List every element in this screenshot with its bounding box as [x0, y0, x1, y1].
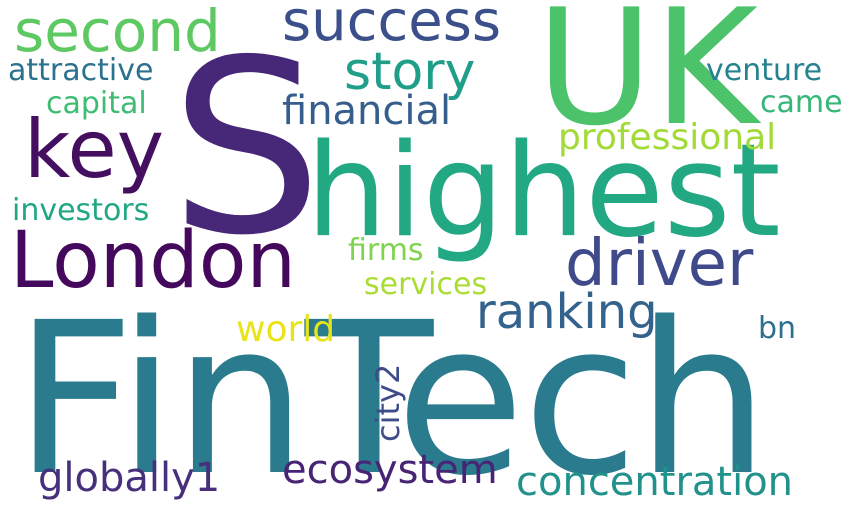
- word-investors: investors: [12, 193, 150, 228]
- word-highest: highest: [306, 117, 781, 266]
- word-capital: capital: [46, 86, 147, 121]
- word-story: story: [344, 42, 476, 102]
- word-concentration: concentration: [516, 459, 794, 505]
- word-london: London: [10, 216, 296, 306]
- word-firms: firms: [348, 233, 424, 268]
- word-key: key: [24, 103, 165, 196]
- word-uk: UK: [536, 0, 759, 161]
- word-fintech: FinTech: [14, 277, 769, 522]
- word-ranking: ranking: [476, 284, 658, 340]
- word-came: came: [760, 85, 843, 120]
- word-ecosystem: ecosystem: [282, 447, 498, 493]
- word-financial: financial: [282, 88, 452, 134]
- word-attractive: attractive: [8, 53, 154, 88]
- word-s: S: [170, 8, 323, 288]
- word-city2: city2: [369, 363, 407, 442]
- word-success: success: [282, 0, 502, 54]
- word-venture: venture: [706, 53, 823, 88]
- word-second: second: [14, 0, 221, 65]
- word-services: services: [364, 267, 488, 302]
- word-globally1: globally1: [38, 455, 221, 501]
- word-driver: driver: [565, 227, 754, 301]
- word-world: world: [236, 309, 336, 350]
- word-bn: bn: [758, 311, 797, 346]
- word-professional: professional: [558, 117, 777, 158]
